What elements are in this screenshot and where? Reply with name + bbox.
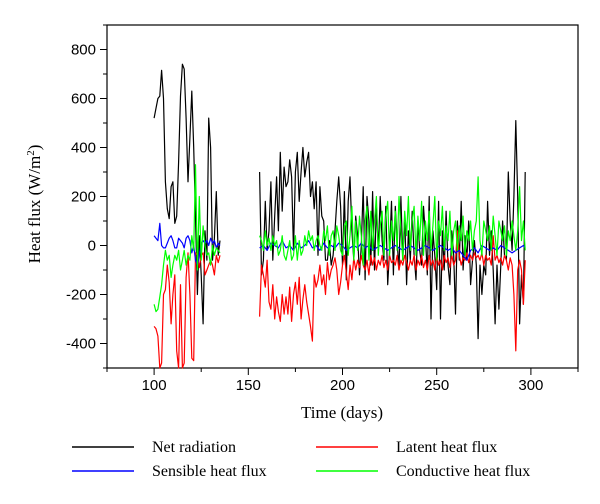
- x-tick-label: 250: [424, 377, 449, 394]
- series-line-sensible-heat-flux-0: [153, 222, 221, 266]
- series-line-net-radiation-0: [153, 63, 221, 325]
- x-axis-title: Time (days): [301, 403, 383, 422]
- legend-label: Sensible heat flux: [152, 463, 267, 480]
- series-line-latent-heat-flux-0: [153, 252, 221, 369]
- y-tick-label: 0: [88, 238, 96, 255]
- series-line-conductive-heat-flux-0: [153, 164, 221, 313]
- y-tick-label: -200: [66, 287, 96, 304]
- plot-area: 100 150 200 250 300 -400 -200 0 200 400 600 800: [66, 24, 579, 394]
- series-line-conductive-heat-flux-1: [259, 176, 526, 266]
- y-axis: -400 -200 0 200 400 600 800: [66, 24, 107, 369]
- x-tick-label: 100: [142, 377, 167, 394]
- x-tick-label: 200: [330, 377, 355, 394]
- y-tick-label: 800: [71, 42, 96, 59]
- y-axis-title-tail: ): [25, 145, 44, 151]
- legend-label: Net radiation: [152, 439, 236, 456]
- y-tick-label: 400: [71, 140, 96, 157]
- y-tick-label: 600: [71, 91, 96, 108]
- y-axis-title-main: Heat flux (W/m: [25, 156, 44, 264]
- legend-label: Latent heat flux: [396, 439, 497, 456]
- y-axis-title-sup: 2: [25, 150, 37, 156]
- y-tick-label: 200: [71, 189, 96, 206]
- series-line-latent-heat-flux-1: [259, 230, 526, 352]
- x-axis: 100 150 200 250 300: [106, 368, 579, 394]
- series-layer: [153, 63, 526, 369]
- legend: Net radiation Latent heat flux Sensible he…: [72, 439, 530, 480]
- y-tick-label: -400: [66, 336, 96, 353]
- x-tick-label: 150: [236, 377, 261, 394]
- series-line-net-radiation-1: [259, 120, 526, 340]
- legend-label: Conductive heat flux: [396, 463, 530, 480]
- y-axis-title: Heat flux (W/m2): [25, 145, 44, 264]
- x-tick-label: 300: [518, 377, 543, 394]
